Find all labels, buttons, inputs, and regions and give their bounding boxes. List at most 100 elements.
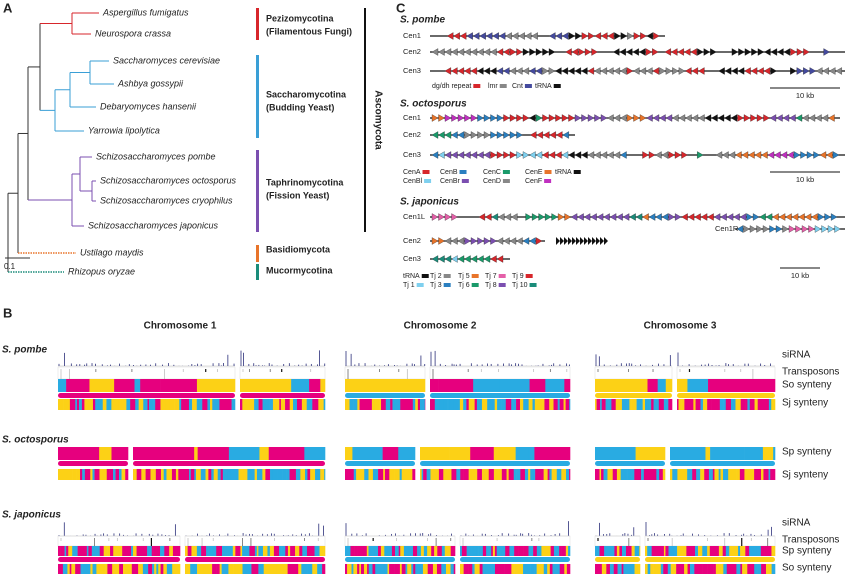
repeat-arrow	[472, 32, 480, 40]
repeat-arrow	[791, 213, 799, 221]
synteny-block	[702, 564, 708, 574]
repeat-arrow	[652, 48, 659, 56]
label: Schizosaccharomyces octosporus	[100, 175, 237, 185]
repeat-arrow	[609, 213, 617, 221]
synteny-block	[645, 546, 648, 556]
synteny-block	[635, 447, 653, 460]
repeat-arrow	[629, 213, 636, 221]
synteny-block	[185, 546, 188, 556]
label: 0.1	[4, 262, 16, 271]
synteny-block	[556, 469, 562, 480]
repeat-arrow	[777, 48, 784, 56]
label: Cen3	[403, 254, 421, 263]
synteny-block	[463, 399, 467, 410]
repeat-arrow	[601, 32, 608, 40]
synteny-block	[77, 546, 81, 556]
synteny-block	[71, 564, 76, 574]
clade-bar	[256, 55, 259, 138]
synteny-block	[277, 469, 283, 480]
repeat-arrow	[477, 114, 484, 122]
repeat-arrow	[803, 67, 810, 75]
repeat-arrow	[821, 225, 828, 233]
synteny-block	[755, 469, 762, 480]
synteny-block	[58, 469, 64, 480]
transposon-track	[429, 366, 571, 380]
synteny-block	[482, 564, 486, 574]
synteny-block	[684, 564, 688, 574]
repeat-arrow	[655, 151, 662, 159]
repeat-arrow	[556, 131, 563, 139]
repeat-arrow	[531, 32, 538, 40]
synteny-block	[606, 564, 611, 574]
label: Transposons	[782, 367, 839, 378]
repeat-arrow	[562, 131, 569, 139]
label: Saccharomyces cerevisiae	[113, 55, 220, 65]
repeat-arrow	[756, 225, 763, 233]
repeat-arrow	[522, 114, 530, 122]
repeat-arrow	[438, 151, 445, 159]
repeat-arrow	[555, 67, 562, 75]
synteny-block	[94, 546, 101, 556]
synteny-block	[478, 546, 484, 556]
synteny-block	[153, 546, 159, 556]
synteny-block	[496, 546, 501, 556]
synteny-block	[651, 469, 657, 480]
synteny-block	[543, 564, 548, 574]
synteny-block	[246, 564, 252, 574]
synteny-block	[690, 546, 696, 556]
synteny-block	[117, 546, 123, 556]
synteny-block	[389, 469, 395, 480]
synteny-block	[492, 546, 496, 556]
repeat-arrow	[438, 213, 445, 221]
synteny-block	[99, 447, 112, 460]
repeat-arrow	[477, 48, 484, 56]
legend-swatch	[544, 170, 552, 174]
repeat-arrow	[796, 67, 804, 75]
synteny-block	[422, 564, 428, 574]
synteny-block	[486, 546, 492, 556]
synteny-block	[300, 469, 306, 480]
legend-swatch	[502, 179, 510, 183]
repeat-arrow	[731, 48, 739, 56]
repeat-arrow	[587, 114, 595, 122]
synteny-block	[289, 399, 294, 410]
synteny-block	[309, 379, 314, 392]
synteny-block	[474, 564, 480, 574]
repeat-arrow	[681, 151, 688, 159]
repeat-arrow	[457, 48, 465, 56]
label: siRNA	[782, 350, 811, 361]
legend-swatch	[421, 274, 429, 278]
repeat-arrow	[815, 114, 822, 122]
repeat-arrow	[639, 114, 647, 122]
repeat-arrow	[646, 114, 653, 122]
synteny-block	[134, 564, 139, 574]
label: Chromosome 2	[404, 321, 477, 332]
repeat-arrow	[542, 48, 549, 56]
synteny-block	[289, 469, 293, 480]
synteny-block	[658, 399, 665, 410]
synteny-block	[88, 399, 94, 410]
synteny-block	[110, 546, 114, 556]
repeat-arrow	[529, 237, 536, 245]
repeat-arrow	[477, 131, 484, 139]
synteny-block	[647, 546, 652, 556]
repeat-arrow	[795, 225, 802, 233]
synteny-block	[290, 564, 296, 574]
repeat-arrow	[451, 67, 458, 75]
legend-swatch	[416, 283, 424, 287]
synteny-block	[219, 399, 225, 410]
synteny-block	[629, 399, 632, 410]
synteny-block	[482, 546, 487, 556]
synteny-block	[744, 447, 764, 460]
repeat-arrow	[700, 213, 708, 221]
synteny-block	[201, 546, 204, 556]
synteny-block	[472, 564, 475, 574]
repeat-arrow	[775, 225, 783, 233]
repeat-arrow	[790, 48, 797, 56]
synteny-block	[111, 399, 115, 410]
repeat-arrow	[451, 48, 458, 56]
synteny-block	[599, 546, 605, 556]
synteny-block	[693, 399, 696, 410]
repeat-arrow	[561, 67, 569, 75]
synteny-block	[254, 469, 258, 480]
